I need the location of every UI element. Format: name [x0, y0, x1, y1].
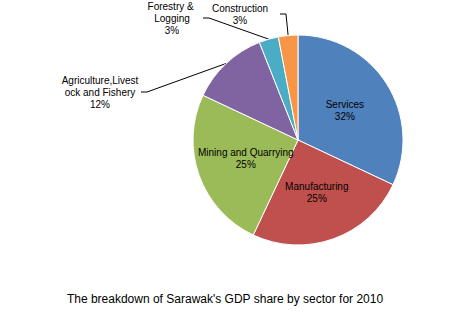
- svg-text:The breakdown of Sarawak's GDP: The breakdown of Sarawak's GDP share by …: [67, 292, 384, 306]
- svg-text:Logging: Logging: [154, 13, 190, 24]
- svg-text:Agriculture,Livest: Agriculture,Livest: [62, 75, 139, 86]
- svg-text:ock and Fishery: ock and Fishery: [65, 87, 136, 98]
- svg-text:12%: 12%: [90, 99, 110, 110]
- svg-text:25%: 25%: [236, 159, 256, 170]
- svg-text:Services: Services: [326, 99, 364, 110]
- svg-text:32%: 32%: [335, 111, 355, 122]
- svg-text:Construction: Construction: [212, 3, 268, 14]
- svg-text:3%: 3%: [165, 25, 180, 36]
- svg-text:Mining and Quarrying: Mining and Quarrying: [198, 147, 294, 158]
- svg-text:3%: 3%: [233, 15, 248, 26]
- svg-text:25%: 25%: [307, 193, 327, 204]
- svg-text:Forestry &: Forestry &: [148, 1, 197, 12]
- svg-text:Manufacturing: Manufacturing: [285, 181, 348, 192]
